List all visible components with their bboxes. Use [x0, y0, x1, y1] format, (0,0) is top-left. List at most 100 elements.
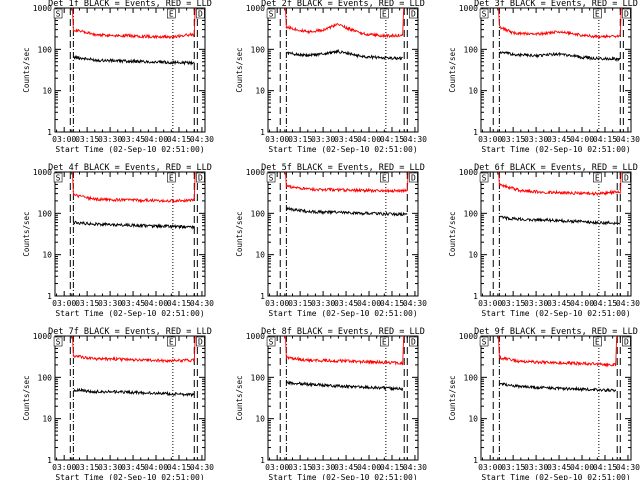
marker-lines	[279, 8, 408, 132]
y-tick-label: 1	[47, 292, 52, 301]
y-tick-label: 1	[473, 292, 478, 301]
marker-lines	[69, 172, 198, 296]
marker-letter: D	[198, 338, 203, 347]
events-series-line	[499, 382, 617, 393]
x-tick-label: 03:15	[501, 463, 525, 472]
marker-box	[479, 8, 489, 19]
x-tick-label: 04:00	[144, 463, 168, 472]
marker-letter: E	[595, 338, 600, 347]
series-group	[285, 336, 405, 392]
x-tick-label: 04:30	[190, 299, 214, 308]
marker-box	[622, 8, 631, 19]
detector-panel: Det 5f BLACK = Events, RED = LLD 1 10 100 10…	[235, 163, 427, 318]
x-tick-label: 03:30	[524, 135, 548, 144]
marker-box	[593, 8, 602, 19]
marker-box	[53, 8, 63, 19]
y-axis-label: Counts/sec	[22, 211, 31, 256]
x-tick-label: 03:15	[75, 299, 99, 308]
plot-frame	[54, 335, 206, 461]
marker-box	[266, 172, 276, 183]
x-tick-label: 04:00	[570, 135, 594, 144]
lld-series-line	[72, 8, 196, 40]
marker-letter: E	[382, 10, 387, 19]
series-group	[498, 336, 618, 393]
y-tick-label: 100	[38, 209, 53, 218]
y-tick-label: 1	[260, 456, 265, 465]
y-tick-label: 100	[464, 45, 479, 54]
x-tick-label: 03:15	[288, 135, 312, 144]
marker-box	[167, 336, 176, 347]
x-tick-label: 03:45	[121, 463, 145, 472]
x-tick-label: 03:15	[288, 299, 312, 308]
y-tick-label: 1	[260, 292, 265, 301]
x-tick-label: 03:00	[265, 299, 289, 308]
lld-series-line	[498, 8, 622, 40]
y-tick-label: 1	[47, 456, 52, 465]
x-tick-label: 04:00	[570, 299, 594, 308]
events-series-line	[286, 206, 408, 217]
x-tick-label: 03:15	[75, 463, 99, 472]
x-tick-label: 03:30	[98, 299, 122, 308]
x-tick-label: 04:15	[380, 299, 404, 308]
plot-frame	[54, 171, 206, 297]
detector-panel: Det 8f BLACK = Events, RED = LLD 1 10 100 10…	[235, 327, 427, 480]
marker-box	[380, 172, 389, 183]
plot-frame	[480, 171, 632, 297]
x-tick-label: 03:30	[311, 135, 335, 144]
x-axis-label: Start Time (02-Sep-10 02:51:00)	[481, 309, 630, 318]
marker-box	[196, 172, 205, 183]
x-tick-label: 03:30	[524, 463, 548, 472]
x-tick-label: 03:30	[524, 299, 548, 308]
y-tick-label: 1000	[459, 4, 478, 13]
x-tick-label: 04:00	[570, 463, 594, 472]
y-tick-label: 10	[255, 415, 265, 424]
series-group	[72, 172, 196, 230]
marker-lines	[492, 172, 621, 296]
y-tick-label: 1000	[246, 4, 265, 13]
y-axis-label: Counts/sec	[448, 47, 457, 92]
marker-letter: S	[56, 174, 61, 183]
x-tick-label: 04:30	[616, 135, 640, 144]
marker-letter: E	[595, 174, 600, 183]
marker-box	[266, 8, 276, 19]
y-tick-label: 10	[42, 87, 52, 96]
x-tick-label: 03:45	[547, 463, 571, 472]
marker-lines	[492, 8, 624, 132]
y-tick-label: 1000	[459, 332, 478, 341]
x-tick-label: 03:00	[52, 463, 76, 472]
x-tick-label: 03:15	[501, 299, 525, 308]
y-axis-label: Counts/sec	[448, 375, 457, 420]
x-tick-label: 03:45	[334, 135, 358, 144]
marker-letter: D	[624, 10, 629, 19]
marker-box	[409, 8, 418, 19]
y-tick-label: 1000	[33, 332, 52, 341]
y-tick-label: 10	[255, 251, 265, 260]
y-tick-label: 10	[42, 415, 52, 424]
marker-letter: D	[411, 174, 416, 183]
y-tick-label: 100	[251, 45, 266, 54]
x-tick-label: 04:00	[357, 299, 381, 308]
marker-letter: D	[198, 174, 203, 183]
marker-letter: D	[624, 174, 629, 183]
panel-title: Det 1f BLACK = Events, RED = LLD	[48, 0, 212, 9]
panel-title: Det 3f BLACK = Events, RED = LLD	[474, 0, 638, 9]
lld-series-line	[72, 336, 196, 364]
y-axis-label: Counts/sec	[448, 211, 457, 256]
panel-title: Det 2f BLACK = Events, RED = LLD	[261, 0, 425, 9]
x-tick-label: 04:15	[593, 299, 617, 308]
x-tick-label: 03:15	[75, 135, 99, 144]
panel-title: Det 5f BLACK = Events, RED = LLD	[261, 163, 425, 173]
plot-frame	[480, 7, 632, 133]
x-tick-label: 03:00	[52, 299, 76, 308]
x-tick-label: 04:15	[167, 463, 191, 472]
x-tick-label: 04:15	[593, 135, 617, 144]
marker-box	[409, 172, 418, 183]
marker-box	[380, 8, 389, 19]
y-tick-label: 100	[38, 45, 53, 54]
marker-letter: D	[411, 338, 416, 347]
marker-box	[479, 336, 489, 347]
plot-frame	[54, 7, 206, 133]
marker-box	[266, 336, 276, 347]
plot-frame	[267, 171, 419, 297]
lld-series-line	[285, 336, 405, 366]
